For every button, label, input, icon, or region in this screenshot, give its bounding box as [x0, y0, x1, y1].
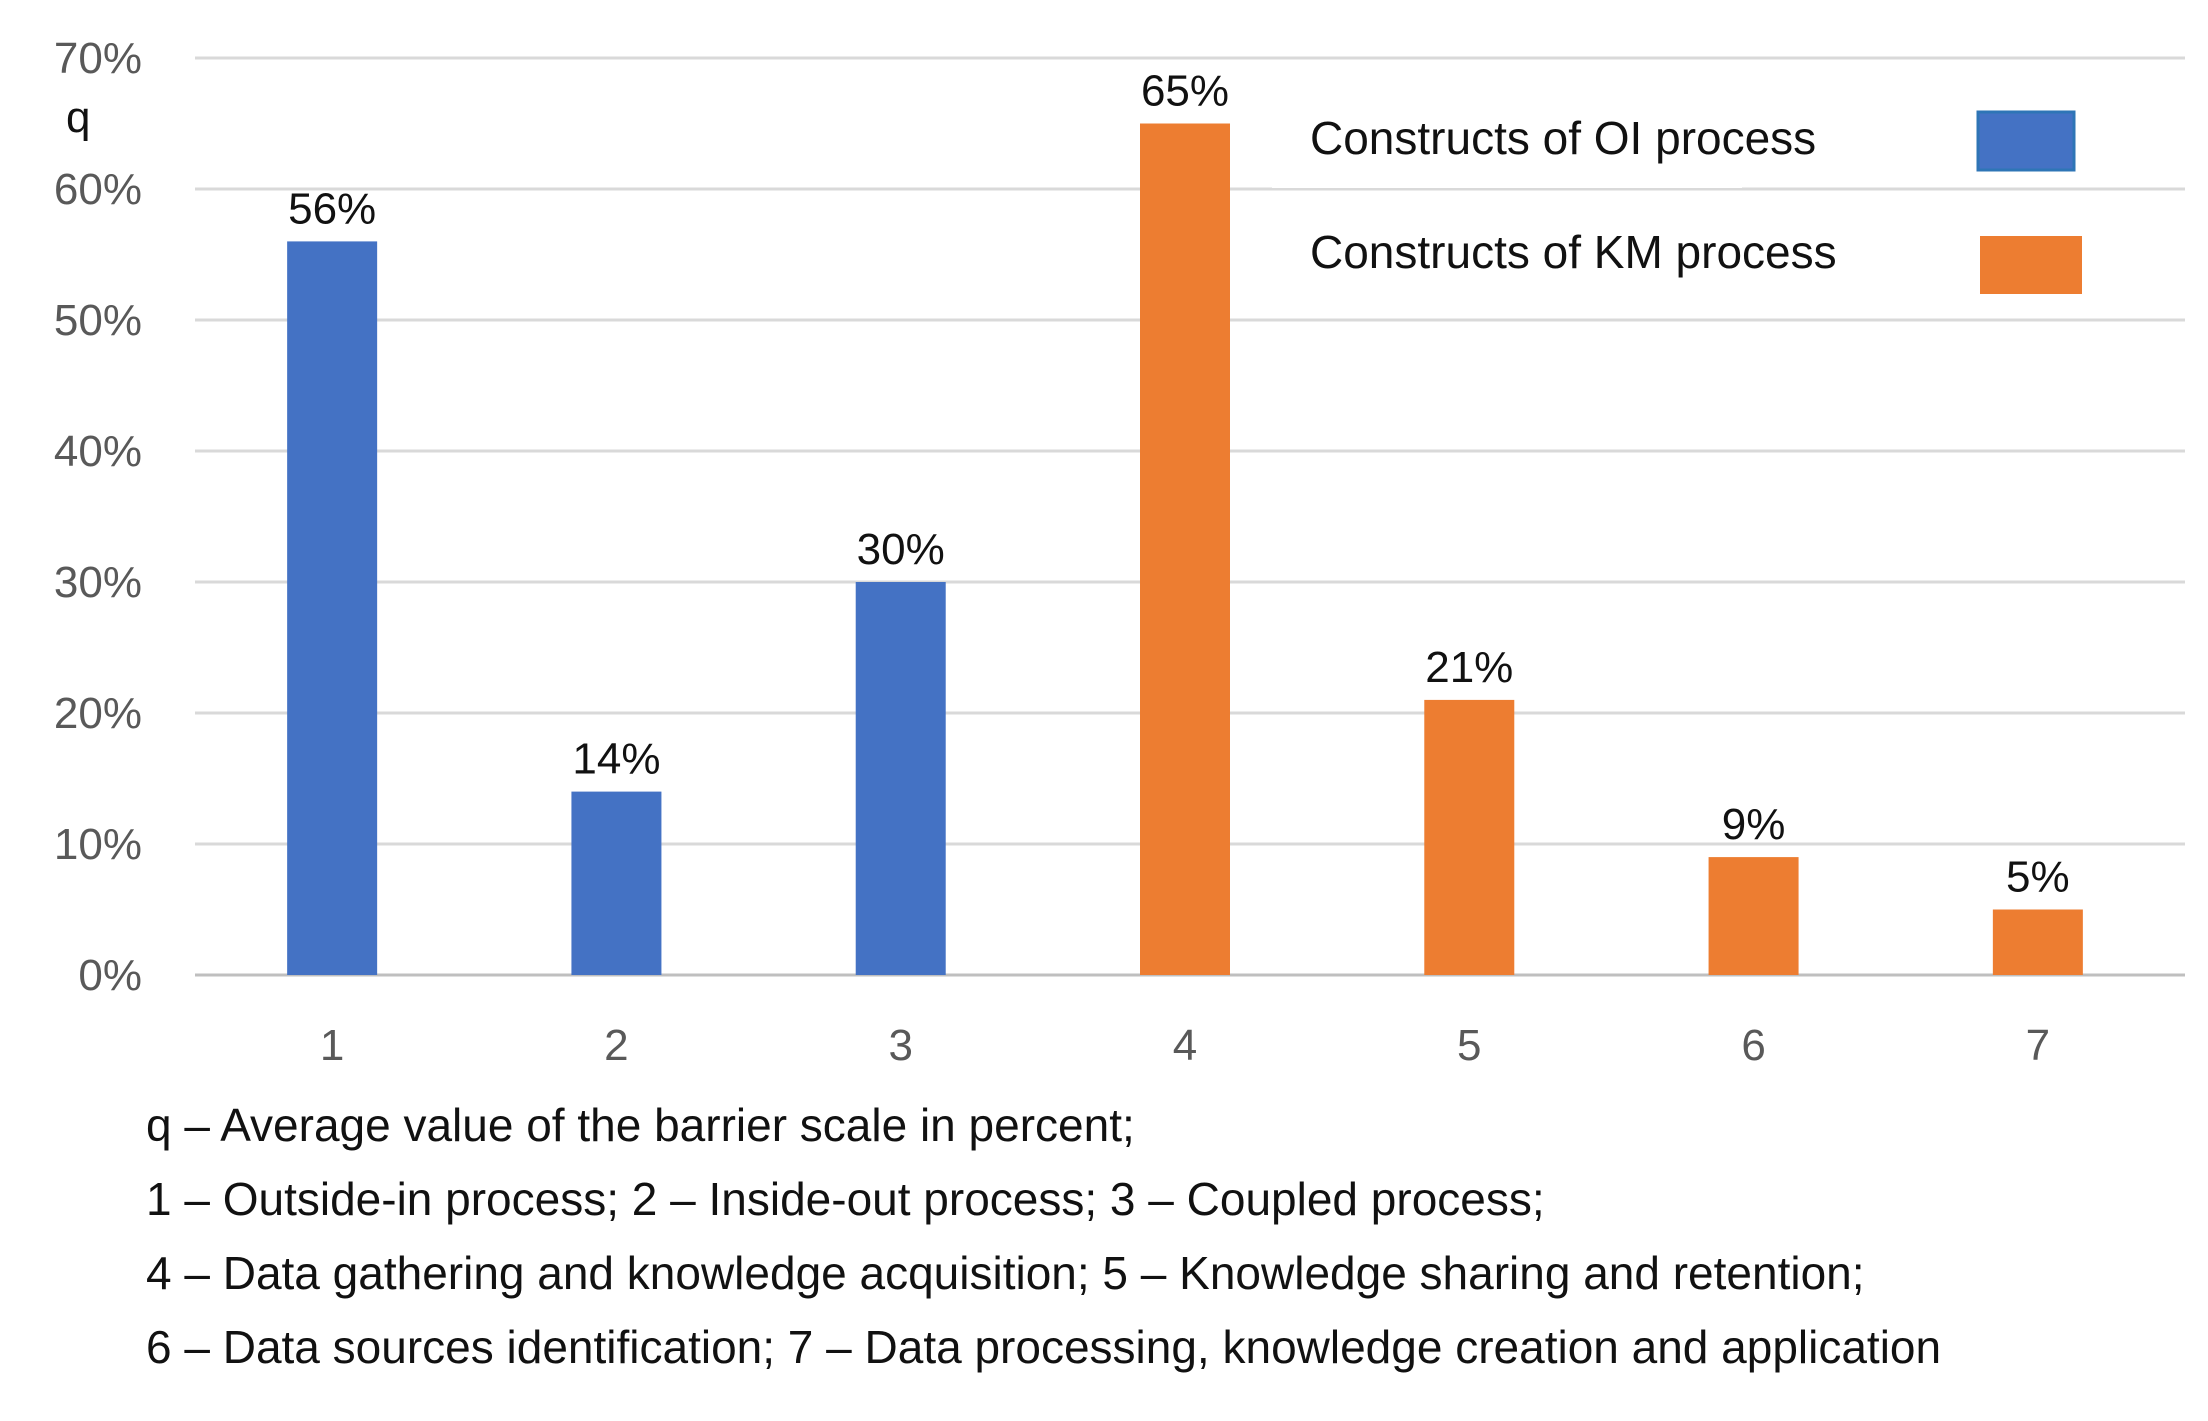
data-label-3: 30%	[857, 525, 945, 574]
data-label-1: 56%	[288, 184, 376, 233]
legend-label-oi: Constructs of OI process	[1310, 112, 1816, 164]
bar-3	[855, 582, 946, 975]
data-label-7: 5%	[2006, 853, 2070, 902]
bar-7	[1992, 909, 2083, 975]
data-label-2: 14%	[572, 735, 660, 784]
x-tick-label: 6	[1741, 1021, 1765, 1070]
note-line-km-constructs-a: 4 – Data gathering and knowledge acquisi…	[146, 1247, 1865, 1299]
y-tick-label: 0%	[78, 951, 142, 1000]
bar-5	[1424, 699, 1515, 975]
data-label-5: 21%	[1425, 643, 1513, 692]
chart-notes: q – Average value of the barrier scale i…	[146, 1088, 2186, 1384]
data-label-6: 9%	[1722, 800, 1786, 849]
data-label-4: 65%	[1141, 67, 1229, 116]
y-tick-label: 70%	[54, 34, 142, 83]
note-line-km-constructs-b: 6 – Data sources identification; 7 – Dat…	[146, 1321, 1942, 1373]
note-line-oi-constructs: 1 – Outside-in process; 2 – Inside-out p…	[146, 1173, 1545, 1225]
legend-background	[1272, 64, 1742, 188]
y-tick-label: 50%	[54, 296, 142, 345]
y-tick-label: 60%	[54, 165, 142, 214]
bar-2	[571, 791, 662, 975]
x-tick-label: 3	[888, 1021, 912, 1070]
legend-swatch-oi	[1976, 110, 2076, 172]
y-tick-label: 40%	[54, 427, 142, 476]
bar-6	[1708, 857, 1799, 975]
y-tick-label: 10%	[54, 820, 142, 869]
bar-chart: 0%10%20%30%40%50%60%70% q 56%14%30%65%21…	[54, 34, 2185, 1070]
y-axis-label: q	[66, 93, 90, 142]
x-tick-label: 4	[1173, 1021, 1197, 1070]
note-line-q: q – Average value of the barrier scale i…	[146, 1099, 1135, 1151]
x-tick-label: 5	[1457, 1021, 1481, 1070]
legend-swatch-km	[1980, 236, 2082, 294]
legend: Constructs of OI process Constructs of K…	[1272, 64, 2082, 294]
y-tick-label: 30%	[54, 558, 142, 607]
x-tick-label: 2	[604, 1021, 628, 1070]
bars	[287, 123, 2083, 975]
x-tick-label: 7	[2026, 1021, 2050, 1070]
data-labels: 56% 14% 30% 65% 21% 9% 5%	[288, 67, 2070, 902]
bar-1	[287, 241, 378, 975]
y-tick-label: 20%	[54, 689, 142, 738]
y-axis-ticks: 0% 10% 20% 30% 40% 50% 60% 70%	[54, 34, 142, 1000]
bar-4	[1140, 123, 1230, 975]
x-tick-label: 1	[320, 1021, 344, 1070]
x-axis-ticks: 1 2 3 4 5 6 7	[320, 1021, 2050, 1070]
legend-label-km: Constructs of KM process	[1310, 226, 1837, 278]
